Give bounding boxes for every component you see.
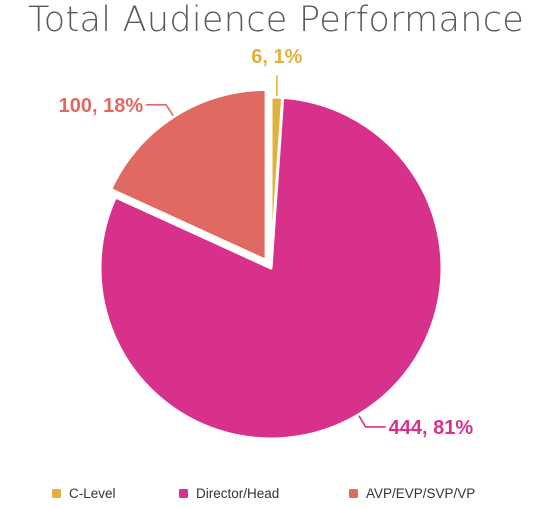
leader-line [146, 104, 174, 117]
legend-swatch-c-level [52, 489, 61, 498]
legend-item-director-head[interactable]: Director/Head [179, 486, 279, 501]
data-label: 444, 81% [389, 417, 474, 439]
pie-slices [98, 87, 444, 441]
legend-label: Director/Head [196, 486, 280, 501]
pie-chart: 6, 1% 444, 81% 100, 18% [59, 46, 474, 441]
leader-line [358, 415, 386, 428]
legend: C-Level Director/Head AVP/EVP/SVP/VP [0, 486, 538, 504]
legend-swatch-director-head [179, 489, 188, 498]
legend-item-avp-evp-svp-vp[interactable]: AVP/EVP/SVP/VP [349, 486, 475, 501]
data-label: 100, 18% [59, 95, 144, 117]
pie-slice-director-head[interactable] [98, 95, 444, 441]
legend-swatch-avp-evp-svp-vp [349, 489, 358, 498]
data-labels: 6, 1% 444, 81% 100, 18% [59, 46, 474, 439]
chart-title: Total Audience Performance [28, 0, 525, 40]
legend-item-c-level[interactable]: C-Level [52, 486, 116, 501]
legend-label: C-Level [69, 486, 116, 501]
legend-label: AVP/EVP/SVP/VP [366, 486, 476, 501]
pie-slice-avp-evp-svp-vp[interactable] [109, 87, 268, 262]
data-label: 6, 1% [251, 46, 302, 68]
leader-lines [146, 75, 386, 428]
